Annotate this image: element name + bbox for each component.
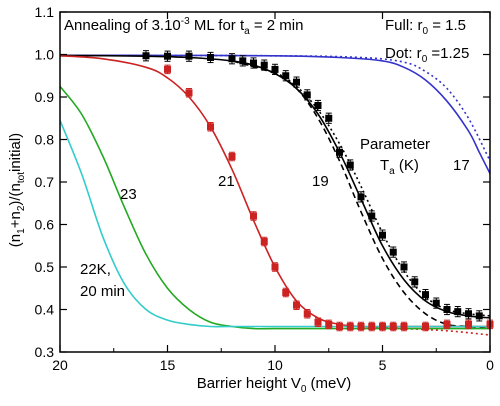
series-line-7 bbox=[59, 85, 490, 330]
data-point-1 bbox=[346, 323, 354, 330]
data-point-1 bbox=[443, 320, 451, 328]
data-point-0 bbox=[411, 278, 419, 286]
data-point-1 bbox=[303, 310, 311, 318]
series-line-2 bbox=[59, 54, 491, 319]
data-point-1 bbox=[422, 323, 429, 330]
data-point-1 bbox=[314, 318, 322, 326]
data-point-1 bbox=[164, 65, 171, 73]
y-tick-label: 0.3 bbox=[35, 344, 55, 360]
data-point-0 bbox=[325, 114, 333, 122]
data-point-0 bbox=[185, 52, 193, 60]
data-point-1 bbox=[400, 323, 408, 330]
y-tick-label: 0.9 bbox=[35, 89, 55, 105]
series-line-4 bbox=[231, 60, 491, 317]
y-tick-label: 0.4 bbox=[35, 302, 55, 318]
data-point-1 bbox=[465, 320, 472, 328]
data-point-0 bbox=[443, 306, 451, 313]
data-point-0 bbox=[475, 312, 483, 320]
label-21: 21 bbox=[218, 173, 235, 190]
axes: 20 15 10 5 0 0.3 0.4 0.5 0.6 0.7 0.8 0.9 1.0 1.1 bbox=[35, 4, 495, 373]
y-tick-label: 0.8 bbox=[35, 132, 55, 148]
data-point-0 bbox=[400, 263, 408, 271]
label-20min: 20 min bbox=[80, 283, 125, 300]
y-tick-label: 0.7 bbox=[35, 174, 55, 190]
series-line-8 bbox=[59, 120, 490, 328]
y-tick-label: 1.0 bbox=[35, 47, 55, 63]
data-point-1 bbox=[325, 320, 333, 328]
data-point-1 bbox=[260, 238, 268, 245]
y-tick-label: 0.6 bbox=[35, 217, 55, 233]
data-point-0 bbox=[260, 61, 268, 69]
data-point-1 bbox=[271, 263, 279, 271]
data-point-0 bbox=[228, 55, 236, 63]
y-axis-title: (n1+n2)/(ntotinitial) bbox=[7, 133, 27, 247]
data-point-0 bbox=[282, 72, 290, 80]
data-point-0 bbox=[207, 53, 214, 61]
x-tick-label: 10 bbox=[267, 357, 283, 373]
x-tick-label: 20 bbox=[52, 357, 68, 373]
data-point-1 bbox=[250, 212, 257, 220]
data-point-0 bbox=[250, 59, 257, 67]
x-tick-label: 5 bbox=[379, 357, 387, 373]
data-point-0 bbox=[422, 291, 429, 299]
data-point-0 bbox=[346, 161, 354, 169]
dot-legend-label: Dot: r0 =1.25 bbox=[385, 45, 469, 65]
parameter-unit-label: Ta (K) bbox=[380, 157, 419, 177]
x-tick-label: 0 bbox=[486, 357, 494, 373]
data-point-1 bbox=[282, 289, 290, 296]
data-point-0 bbox=[239, 57, 247, 65]
y-tick-label: 1.1 bbox=[35, 4, 55, 20]
parameter-label: Parameter bbox=[360, 136, 430, 153]
data-point-0 bbox=[314, 102, 322, 109]
data-point-1 bbox=[228, 153, 236, 160]
data-point-0 bbox=[465, 310, 472, 318]
data-point-1 bbox=[389, 323, 397, 330]
data-markers bbox=[142, 50, 494, 332]
series-line-6 bbox=[360, 325, 491, 336]
data-point-1 bbox=[379, 323, 386, 330]
label-22k: 22K, bbox=[80, 261, 111, 278]
data-point-0 bbox=[271, 65, 279, 73]
data-point-0 bbox=[164, 52, 171, 60]
data-point-0 bbox=[293, 78, 300, 86]
data-point-0 bbox=[357, 193, 365, 201]
data-point-0 bbox=[368, 212, 376, 220]
title-annotation: Annealing of 3.10-3 ML for ta = 2 min bbox=[64, 16, 303, 37]
data-point-0 bbox=[379, 231, 386, 239]
data-point-1 bbox=[336, 323, 343, 330]
data-point-1 bbox=[368, 323, 376, 330]
x-tick-label: 15 bbox=[160, 357, 176, 373]
label-19: 19 bbox=[312, 173, 329, 190]
label-23: 23 bbox=[120, 186, 137, 203]
data-point-0 bbox=[142, 52, 150, 60]
data-point-0 bbox=[432, 299, 440, 307]
data-point-1 bbox=[185, 89, 193, 97]
data-point-1 bbox=[293, 301, 300, 309]
data-point-1 bbox=[207, 123, 214, 131]
series-line-1 bbox=[59, 54, 491, 162]
data-point-0 bbox=[303, 91, 311, 99]
y-tick-label: 0.5 bbox=[35, 259, 55, 275]
data-point-1 bbox=[357, 323, 365, 330]
full-legend-label: Full: r0 = 1.5 bbox=[385, 17, 466, 37]
data-point-0 bbox=[336, 148, 343, 156]
x-axis-title: Barrier height V0 (meV) bbox=[197, 375, 352, 395]
data-point-0 bbox=[389, 248, 397, 256]
data-point-0 bbox=[454, 308, 462, 316]
label-17: 17 bbox=[453, 157, 470, 174]
